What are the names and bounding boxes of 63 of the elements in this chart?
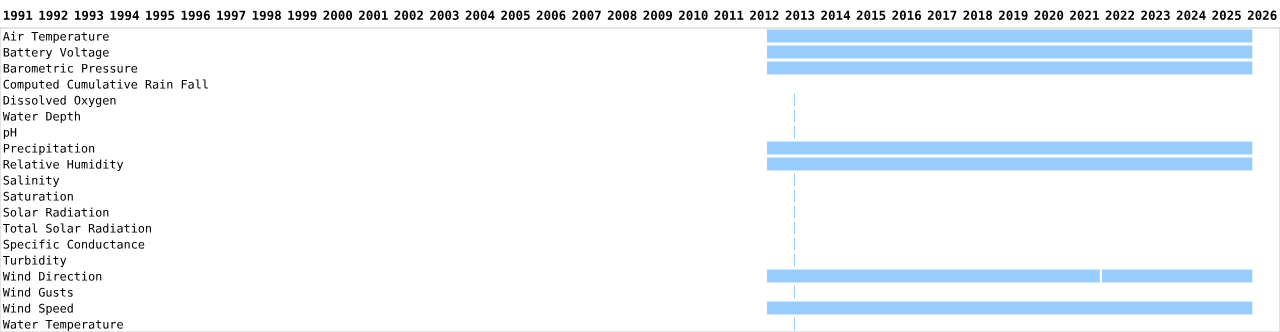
x-tick-label: 2003 (430, 10, 459, 21)
x-tick-label: 2023 (1141, 10, 1170, 21)
x-tick-label: 2005 (501, 10, 530, 21)
x-tick-label: 2018 (963, 10, 993, 21)
y-tick-label: Wind Speed (2, 303, 73, 315)
x-tick-label: 2026 (1247, 10, 1277, 21)
y-tick-label: Saturation (3, 191, 73, 201)
x-tick-label: 2008 (607, 10, 637, 21)
y-tick-label: Wind Gusts (2, 287, 73, 297)
x-tick-label: 2015 (856, 10, 886, 21)
x-tick-label: 2025 (1212, 10, 1241, 21)
bar (766, 29, 1253, 43)
y-tick-label: Air Temperature (2, 31, 109, 43)
x-tick-label: 1998 (252, 10, 281, 21)
y-tick-label: Water Depth (2, 111, 80, 123)
x-tick-label: 2021 (1070, 10, 1099, 21)
y-tick-label: Battery Voltage (3, 47, 109, 60)
y-tick-label: Wind Direction (2, 271, 102, 281)
x-tick-label: 2020 (1034, 10, 1064, 21)
x-tick-label: 2007 (572, 10, 601, 21)
x-tick-label: 2022 (1105, 10, 1135, 21)
y-tick-label: Turbidity (3, 255, 67, 267)
x-tick-label: 1997 (217, 10, 246, 21)
x-tick-label: 2024 (1176, 10, 1206, 21)
x-tick-label: 2013 (785, 10, 815, 21)
x-tick-label: 2009 (643, 10, 673, 21)
bar (1101, 269, 1253, 283)
y-tick-label: Total Solar Radiation (3, 223, 151, 233)
y-tick-label: Barometric Pressure (3, 63, 138, 73)
y-tick-label: pH (3, 127, 17, 139)
x-tick-label: 2002 (394, 10, 423, 21)
y-tick-label: Specific Conductance (3, 239, 145, 251)
bar (766, 61, 1253, 75)
x-tick-label: 2012 (750, 10, 779, 21)
y-tick-label: Salinity (3, 175, 60, 187)
x-tick-label: 2006 (536, 10, 566, 21)
x-tick-label: 2010 (678, 10, 708, 21)
y-tick-label: Solar Radiation (3, 207, 109, 217)
y-tick-label: Dissolved Oxygen (3, 95, 116, 108)
x-tick-label: 1993 (74, 10, 104, 21)
bar (766, 269, 1100, 283)
y-tick-label: Relative Humidity (3, 159, 124, 171)
y-tick-label: Precipitation (3, 143, 95, 155)
x-tick-label: 2001 (358, 10, 388, 21)
x-tick-label: 1995 (146, 10, 175, 21)
x-tick-label: 2000 (323, 10, 353, 21)
bar (766, 141, 1253, 155)
x-tick-label: 1994 (110, 10, 139, 21)
x-tick-label: 2014 (821, 10, 851, 21)
x-tick-label: 2011 (714, 10, 744, 21)
bar (766, 45, 1253, 59)
x-tick-label: 1996 (181, 10, 210, 21)
x-tick-label: 2016 (892, 10, 922, 21)
y-tick-label: Water Temperature (2, 319, 123, 331)
bar (766, 301, 1253, 315)
x-tick-label: 2004 (465, 10, 495, 21)
x-tick-label: 1999 (288, 10, 317, 21)
x-tick-label: 1992 (39, 10, 68, 21)
x-tick-label: 2019 (998, 10, 1028, 21)
bar (766, 157, 1253, 171)
x-tick-label: 2017 (927, 10, 957, 21)
x-tick-label: 1991 (3, 10, 33, 21)
y-tick-label: Computed Cumulative Rain Fall (3, 79, 208, 91)
